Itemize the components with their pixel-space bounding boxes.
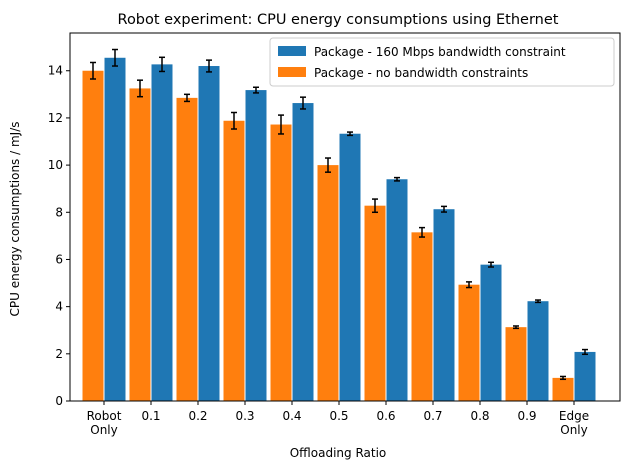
bar [552, 377, 574, 401]
y-tick-label: 0 [55, 394, 63, 408]
bar [527, 301, 549, 401]
y-axis-label: CPU energy consumptions / mJ/s [8, 122, 22, 317]
x-tick-label: Edge Only [559, 409, 589, 437]
bar [458, 284, 480, 401]
x-tick-label: 0.3 [235, 409, 254, 423]
legend-label: Package - 160 Mbps bandwidth constraint [314, 45, 566, 59]
bar [129, 88, 151, 401]
x-tick-label: 0.4 [282, 409, 301, 423]
y-tick-label: 10 [48, 158, 63, 172]
y-tick-label: 12 [48, 111, 63, 125]
bar [292, 103, 314, 402]
x-tick-label: 0.9 [517, 409, 536, 423]
bar [223, 120, 245, 401]
legend-label: Package - no bandwidth constraints [314, 66, 528, 80]
plot-frame [69, 32, 621, 402]
bar [176, 97, 198, 401]
bar [151, 64, 173, 401]
legend-swatch [278, 67, 306, 77]
bar [386, 179, 408, 401]
bar [505, 327, 527, 401]
y-tick-label: 14 [48, 64, 63, 78]
bar [270, 124, 292, 402]
x-tick-label: Robot Only [87, 409, 122, 437]
y-tick-label: 6 [55, 252, 63, 266]
chart-title: Robot experiment: CPU energy consumption… [118, 12, 559, 28]
bar [364, 205, 386, 401]
bar [198, 66, 220, 402]
y-tick-label: 2 [55, 347, 63, 361]
bar [480, 264, 502, 401]
chart-marks: 0 2 4 6 8 10 12 14 Robot Only 0.1 0.2 0.3 0.4 0.5 0.6 0.… [48, 48, 596, 437]
x-tick-label: 0.7 [423, 409, 442, 423]
legend-swatch [278, 46, 306, 56]
bar [104, 57, 126, 402]
bar [411, 232, 433, 401]
bar [245, 90, 267, 401]
y-tick-label: 8 [55, 205, 63, 219]
bar [339, 133, 361, 401]
x-axis-label: Offloading Ratio [290, 446, 387, 460]
legend-box [269, 37, 615, 87]
bar [317, 165, 339, 401]
bar [82, 70, 104, 401]
x-tick-label: 0.5 [329, 409, 348, 423]
bar [574, 351, 596, 401]
x-tick-label: 0.1 [141, 409, 160, 423]
x-tick-label: 0.2 [188, 409, 207, 423]
bar [433, 209, 455, 401]
x-tick-label: 0.6 [376, 409, 395, 423]
y-tick-label: 4 [55, 300, 63, 314]
x-tick-label: 0.8 [470, 409, 489, 423]
legend: Package - 160 Mbps bandwidth constraint P… [269, 37, 615, 87]
